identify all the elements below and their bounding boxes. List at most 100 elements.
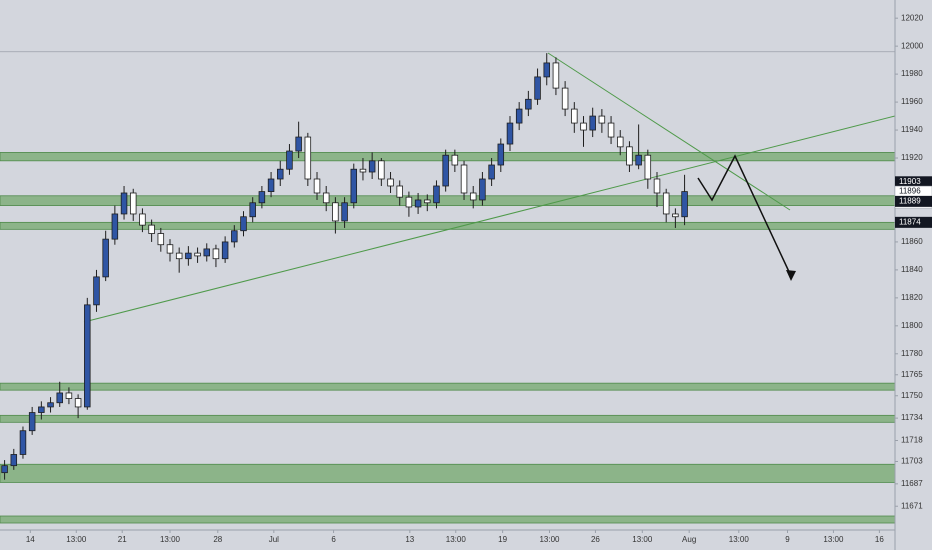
- zone: [0, 515, 896, 524]
- x-tick-label: 13:00: [160, 535, 181, 544]
- candle-body: [589, 115, 596, 131]
- y-tick-label: 11860: [901, 237, 923, 246]
- candle-body: [332, 202, 339, 222]
- candle-body: [626, 146, 633, 166]
- candle-body: [414, 199, 422, 208]
- candle-body: [368, 160, 376, 173]
- candle-body: [617, 136, 624, 148]
- candle-body: [47, 402, 54, 408]
- y-tick-label: 11840: [901, 265, 923, 274]
- candle-body: [185, 252, 192, 260]
- candle-body: [65, 392, 73, 399]
- x-tick-label: 28: [213, 535, 222, 544]
- candle-body: [534, 76, 541, 100]
- candle-body: [231, 230, 238, 243]
- price-label-box: [895, 176, 932, 188]
- candle-body: [396, 185, 403, 198]
- y-tick-label: 11750: [901, 391, 923, 400]
- y-tick-label: 11960: [901, 97, 923, 106]
- candle-body: [120, 192, 128, 215]
- y-tick-label: 11820: [901, 293, 923, 302]
- candle-body: [607, 122, 615, 138]
- candle-body: [460, 164, 468, 194]
- candle-body: [653, 178, 661, 194]
- candle-body: [1, 465, 8, 474]
- x-tick-label: 13:00: [823, 535, 844, 544]
- candle-body: [56, 392, 63, 404]
- candle-body: [469, 192, 477, 201]
- x-tick-label: 14: [26, 535, 35, 544]
- candle-body: [479, 178, 486, 201]
- candle-body: [10, 454, 18, 467]
- y-tick-label: 11718: [901, 436, 923, 445]
- candle-body: [424, 199, 431, 204]
- projection-path: [697, 154, 792, 277]
- x-tick-label: Jul: [269, 535, 279, 544]
- candle-body: [28, 412, 36, 432]
- candle-body: [212, 248, 220, 260]
- candle-body: [240, 216, 247, 232]
- candle-body: [322, 192, 330, 204]
- x-tick-label: 13:00: [632, 535, 653, 544]
- candle-body: [129, 192, 137, 215]
- x-tick-label: 13:00: [539, 535, 560, 544]
- candle-body: [221, 241, 229, 260]
- zone: [0, 382, 896, 391]
- candle-body: [497, 143, 505, 166]
- candle-body: [74, 398, 82, 408]
- x-tick-label: 13: [405, 535, 414, 544]
- candle-body: [515, 108, 523, 124]
- candle-body: [543, 62, 550, 78]
- x-tick-label: 26: [591, 535, 600, 544]
- x-tick-label: 13:00: [66, 535, 87, 544]
- price-label: 11889: [899, 196, 921, 205]
- candle-body: [203, 248, 210, 257]
- x-tick-label: Aug: [682, 535, 696, 544]
- candle-body: [304, 136, 312, 180]
- candle-body: [525, 98, 532, 110]
- x-tick-label: 16: [875, 535, 884, 544]
- candle-body: [277, 168, 284, 180]
- candle-body: [102, 238, 109, 278]
- candle-body: [157, 233, 165, 246]
- candle-body: [506, 122, 514, 145]
- trend-line: [83, 115, 896, 323]
- candle-body: [405, 196, 413, 208]
- zone: [0, 414, 896, 423]
- price-label: 11896: [899, 187, 921, 196]
- x-tick-label: 19: [498, 535, 507, 544]
- candle-body: [580, 122, 587, 131]
- candle-body: [194, 252, 201, 257]
- candle-body: [313, 178, 321, 194]
- candle-body: [267, 178, 275, 192]
- y-tick-label: 11734: [901, 413, 923, 422]
- candle-body: [38, 406, 45, 413]
- candle-body: [451, 154, 459, 166]
- x-tick-label: 9: [785, 535, 790, 544]
- candles: [1, 53, 688, 480]
- candle-body: [295, 136, 302, 152]
- y-tick-label: 11765: [901, 370, 923, 379]
- y-tick-label: 11920: [901, 153, 923, 162]
- candle-body: [359, 168, 367, 173]
- x-tick-label: 13:00: [729, 535, 750, 544]
- candle-body: [635, 154, 642, 166]
- candle-body: [387, 178, 394, 187]
- x-tick-label: 6: [331, 535, 336, 544]
- candle-body: [433, 185, 440, 204]
- candle-body: [166, 244, 174, 254]
- candle-body: [148, 224, 155, 234]
- candle-body: [139, 213, 146, 226]
- price-label-box: [895, 216, 932, 228]
- candle-body: [378, 160, 385, 180]
- candle-body: [286, 150, 293, 170]
- y-tick-label: 11800: [901, 321, 923, 330]
- candle-body: [598, 115, 606, 124]
- y-tick-label: 11671: [901, 501, 923, 510]
- candle-body: [552, 62, 560, 89]
- price-label: 11874: [899, 217, 921, 226]
- y-tick-label: 12020: [901, 13, 924, 22]
- candle-body: [662, 192, 670, 215]
- y-tick-label: 11940: [901, 125, 923, 134]
